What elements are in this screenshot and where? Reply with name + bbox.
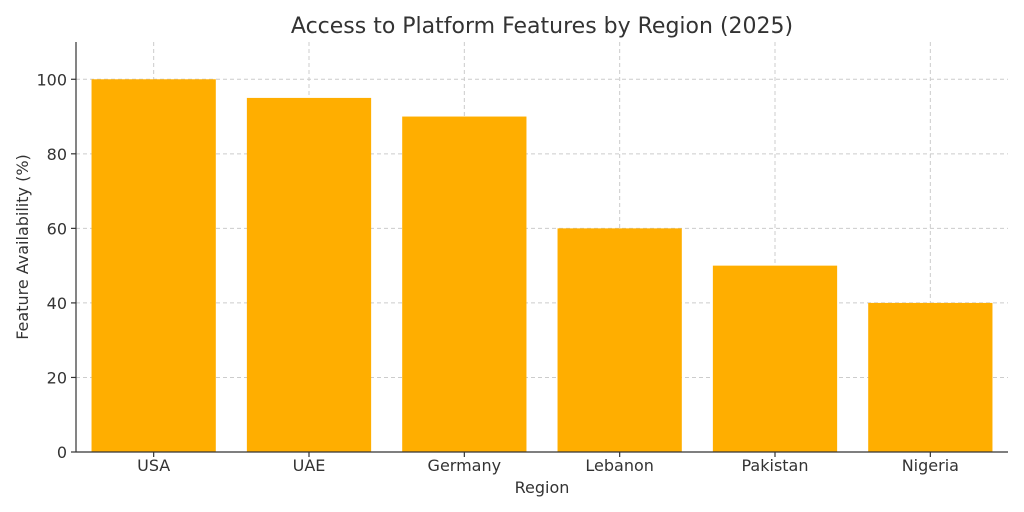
y-tick-label: 40 (47, 294, 67, 313)
y-tick-label: 80 (47, 145, 67, 164)
x-tick-label-nigeria: Nigeria (902, 456, 959, 475)
x-tick-label-pakistan: Pakistan (742, 456, 809, 475)
x-tick-label-usa: USA (137, 456, 170, 475)
y-tick-label: 100 (36, 70, 67, 89)
bar-germany (402, 116, 527, 452)
bar-pakistan (712, 265, 838, 452)
bar-nigeria (868, 302, 993, 452)
bar-usa (91, 79, 216, 452)
chart-title: Access to Platform Features by Region (2… (291, 14, 793, 39)
bar-lebanon (557, 228, 682, 452)
bar-uae (246, 97, 372, 452)
y-tick-label: 0 (57, 443, 67, 462)
x-axis-label: Region (515, 478, 570, 497)
y-tick-label: 60 (47, 219, 67, 238)
y-tick-label: 20 (47, 368, 67, 387)
x-tick-label-lebanon: Lebanon (585, 456, 654, 475)
axes: 0 20 40 60 80 100 USA UAE Germany Lebanon Pakistan… (36, 42, 1008, 475)
x-tick-label-uae: UAE (293, 456, 326, 475)
bars (91, 79, 993, 452)
x-tick-label-germany: Germany (428, 456, 502, 475)
y-axis-label: Feature Availability (%) (13, 154, 32, 340)
